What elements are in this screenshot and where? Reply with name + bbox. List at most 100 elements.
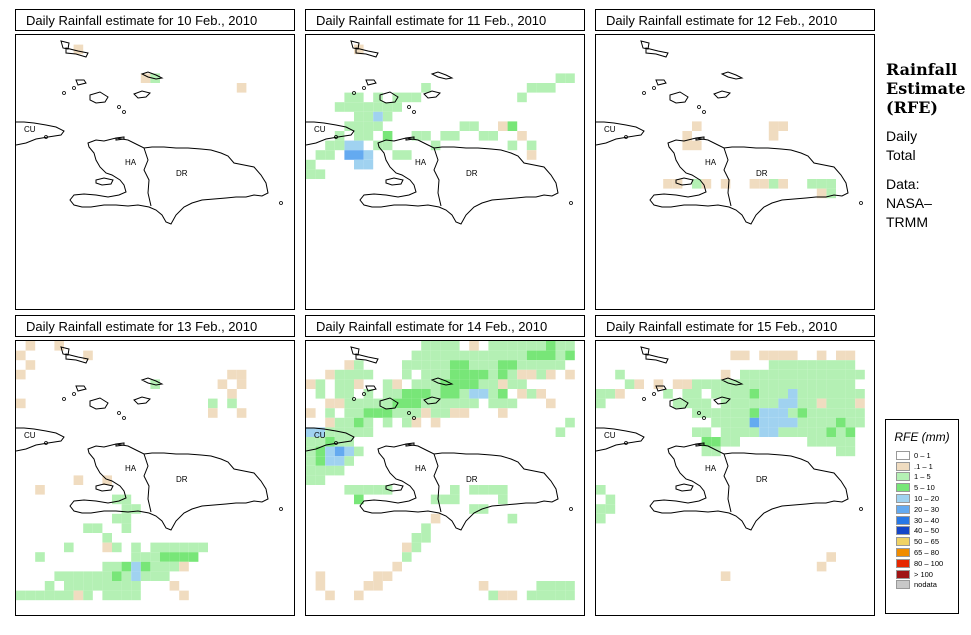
period-line: Total: [886, 147, 916, 163]
rainfall-cell: [546, 590, 556, 601]
rainfall-cell: [720, 389, 731, 399]
rainfall-cell: [759, 389, 769, 399]
small-island: [642, 91, 646, 95]
rainfall-cell: [450, 369, 460, 380]
coastline-ab: [60, 40, 70, 50]
rainfall-cell: [430, 417, 441, 428]
rainfall-cell: [836, 437, 846, 447]
rainfall-cell: [730, 427, 740, 437]
rainfall-cell: [421, 350, 431, 361]
rainfall-cell: [344, 437, 354, 447]
panel-title: Daily Rainfall estimate for 11 Feb., 201…: [305, 9, 585, 31]
country-label-ha: HA: [705, 158, 717, 167]
rainfall-cell: [797, 360, 808, 370]
rainfall-cell: [354, 485, 364, 495]
rainfall-cell: [150, 561, 160, 572]
rainfall-cell: [624, 379, 635, 389]
rainfall-cell: [778, 398, 788, 409]
rainfall-cell: [373, 571, 383, 581]
small-island: [279, 507, 283, 511]
rainfall-cell: [354, 360, 364, 370]
rainfall-cell: [354, 408, 364, 418]
rainfall-cell: [227, 389, 237, 399]
rainfall-cell: [440, 389, 450, 399]
coastline-bh: [65, 353, 89, 364]
rainfall-cell: [836, 389, 846, 399]
rainfall-cell: [807, 427, 817, 437]
map-area: CU HA DR: [305, 34, 585, 310]
rainfall-cell: [788, 389, 798, 399]
rainfall-cell: [363, 159, 374, 170]
rainfall-cell: [421, 369, 431, 380]
legend-swatch: [896, 450, 910, 460]
rainfall-cell: [334, 417, 345, 428]
coastline-ac: [365, 79, 377, 86]
rainfall-cell: [797, 369, 808, 380]
rainfall-cell: [411, 131, 422, 141]
country-label-cu: CU: [314, 431, 326, 440]
rainfall-cell: [344, 379, 354, 389]
rainfall-cell: [807, 360, 817, 370]
rainfall-cell: [526, 150, 537, 160]
rainfall-cell: [450, 379, 460, 389]
legend-title: RFE (mm): [894, 430, 950, 444]
rainfall-cell: [459, 369, 470, 380]
small-island: [697, 105, 701, 109]
rainfall-cell: [450, 398, 460, 409]
legend-label: 5 – 10: [914, 483, 935, 493]
rainfall-cell: [373, 102, 383, 112]
small-island: [624, 441, 628, 445]
rainfall-cell: [73, 44, 84, 55]
rainfall-cell: [749, 379, 760, 389]
rainfall-cell: [546, 350, 556, 361]
rainfall-cell: [711, 408, 721, 418]
rainfall-cell: [344, 369, 354, 380]
rainfall-cell: [816, 417, 827, 428]
rainfall-cell: [526, 341, 537, 351]
rainfall-cell: [768, 408, 779, 418]
rainfall-cell: [740, 427, 750, 437]
rainfall-cell: [749, 408, 760, 418]
rainfall-cell: [816, 379, 827, 389]
rainfall-cell: [526, 590, 537, 601]
country-label-dr: DR: [756, 169, 768, 178]
rainfall-cell: [315, 427, 326, 437]
rainfall-cell: [845, 360, 856, 370]
rainfall-cell: [740, 398, 750, 409]
rainfall-cell: [778, 121, 788, 131]
coastline-cuba: [306, 121, 355, 146]
rainfall-cell: [816, 561, 827, 572]
rainfall-cell: [816, 427, 827, 437]
rainfall-cell: [768, 398, 779, 409]
rainfall-cell: [730, 398, 740, 409]
coastline-island1: [423, 90, 441, 99]
rainfall-cell: [35, 552, 45, 562]
legend-swatch: [896, 515, 910, 525]
rainfall-cell: [325, 456, 335, 466]
rainfall-cell: [306, 475, 316, 485]
rainfall-cell: [450, 341, 460, 351]
coastline-gonave: [95, 177, 114, 186]
rainfall-cell: [749, 179, 760, 189]
rainfall-cell: [536, 83, 546, 93]
coastline-cuba: [16, 427, 65, 452]
coastline-tc: [140, 377, 164, 386]
rainfall-cell: [701, 379, 712, 389]
title-line: (RFE): [886, 98, 938, 117]
rainfall-cell: [692, 408, 702, 418]
rainfall-cell: [692, 140, 702, 151]
rainfall-cell: [64, 590, 74, 601]
rainfall-cell: [373, 140, 383, 151]
rainfall-cell: [807, 398, 817, 409]
rainfall-cell: [740, 350, 750, 361]
small-island: [44, 135, 48, 139]
rainfall-cell: [102, 561, 112, 572]
rainfall-cell: [363, 369, 374, 380]
rainfall-cell: [836, 427, 846, 437]
rainfall-cell: [526, 360, 537, 370]
rainfall-cell: [440, 350, 450, 361]
rainfall-cell: [363, 121, 374, 131]
rainfall-cell: [450, 408, 460, 418]
rainfall-cell: [788, 408, 798, 418]
rainfall-cell: [150, 542, 160, 553]
